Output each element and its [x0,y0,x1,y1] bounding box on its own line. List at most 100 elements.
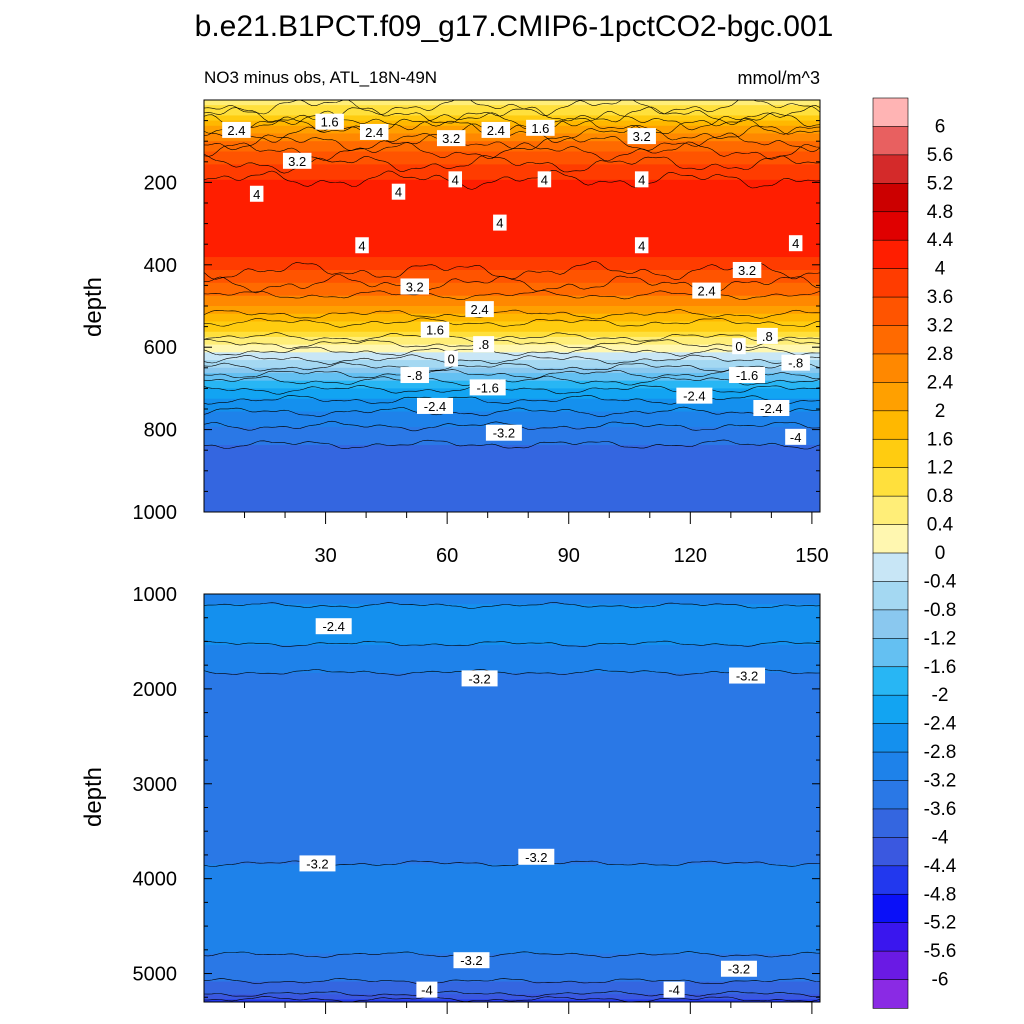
colorbar-label: 5.6 [927,145,953,166]
contour-band [204,105,820,109]
contour-band [204,657,820,661]
contour-band [204,210,820,214]
contour-label: 4 [634,237,649,254]
contour-label-box [788,235,803,252]
colorbar-label: 4.8 [927,202,953,223]
contour-label: 0 [444,350,458,367]
contour-band [204,339,820,343]
colorbar-label: 4.4 [927,230,954,251]
contour-line [204,317,820,328]
contour-band [204,706,820,710]
contour-label-box [485,424,522,441]
contour-band [204,874,820,878]
contour-band [204,820,820,825]
contour-band [204,652,820,656]
contour-band [204,596,820,600]
contour-label-text: -3.2 [736,669,758,684]
contour-band [204,889,820,893]
contour-band [204,298,820,302]
contour-band [204,716,820,720]
contour-band [204,342,820,346]
contour-label-text: -3.2 [460,953,482,968]
contour-label: -3.2 [299,855,336,872]
contour-band [204,331,820,335]
contour-line [204,338,820,349]
contour-band [204,385,820,389]
contour-label: 4 [493,214,507,231]
contour-band [204,953,820,957]
x-tick-label: 120 [674,545,707,567]
contour-band [204,264,820,268]
contour-label: 4 [249,185,264,202]
contour-label-text: 4 [638,238,645,253]
contour-band [204,739,820,743]
contour-band [204,634,820,638]
contour-label-text: 3.2 [738,263,756,278]
contour-band [204,624,820,628]
contour-band [204,749,820,753]
contour-band [204,843,820,848]
contour-band [204,244,820,248]
contour-label-text: 4 [541,172,548,187]
contour-band [204,984,820,988]
contour-label: 3.2 [436,130,466,147]
contour-label-text: .8 [762,329,773,344]
contour-band [204,100,820,104]
contour-label: 3.2 [400,278,429,295]
contour-band [204,221,820,225]
contour-band [204,846,820,850]
contour-band [204,994,820,998]
contour-band [204,935,820,939]
lower-panel: -2.4 -3.2 -3.2 -3.2 -3.2 -3.2 -3.2 -4 -4 1000 2000… [133,584,821,1014]
contour-band [204,463,820,467]
contour-band [204,326,820,330]
colorbar-swatch [872,325,909,355]
colorbar-swatch [872,438,909,469]
y-tick-label: 600 [144,337,177,359]
colorbar-swatch [872,467,909,497]
x-tick-label: 150 [795,545,828,567]
colorbar-swatch [872,581,909,611]
contour-band [204,747,820,751]
colorbar-label: 5.2 [927,173,953,194]
contour-line [204,375,820,387]
contour-band [204,604,820,608]
contour-band [204,447,820,451]
contour-label-text: 2.4 [471,302,489,317]
contour-label: -.8 [781,354,810,371]
y-tick-label: 5000 [133,964,178,986]
contour-band [204,303,820,307]
contour-band [204,798,820,802]
contour-label-text: 3.2 [288,154,306,169]
contour-line [204,123,820,144]
contour-label-box [315,113,344,130]
colorbar-swatch [872,609,909,640]
colorbar-label: -1.2 [924,628,957,649]
colorbar-label: -3.6 [924,799,957,820]
contour-band [204,744,820,748]
colorbar-swatch [872,666,909,696]
contour-label-text: -3.2 [306,856,328,871]
colorbar-swatch [872,126,909,156]
colorbar-label: 0.4 [927,515,954,536]
contour-line [204,602,820,609]
contour-band [204,795,820,799]
contour-label: -1.6 [729,367,766,384]
contour-label-box [282,152,312,169]
contour-band [204,678,820,682]
contour-band [204,808,820,812]
contour-line [204,420,820,432]
colorbar-swatch [872,495,909,526]
contour-band [204,673,820,677]
contour-band [204,290,820,294]
contour-label-box [315,618,352,635]
contour-label: 2.4 [465,301,494,318]
contour-label-box [732,338,746,355]
contour-label-text: -.8 [788,356,803,371]
contour-band [204,146,820,150]
colorbar-swatch [872,950,909,981]
contour-band [204,650,820,654]
contour-band [204,504,820,508]
contour-band [204,280,820,284]
contour-label: -2.4 [315,618,352,635]
